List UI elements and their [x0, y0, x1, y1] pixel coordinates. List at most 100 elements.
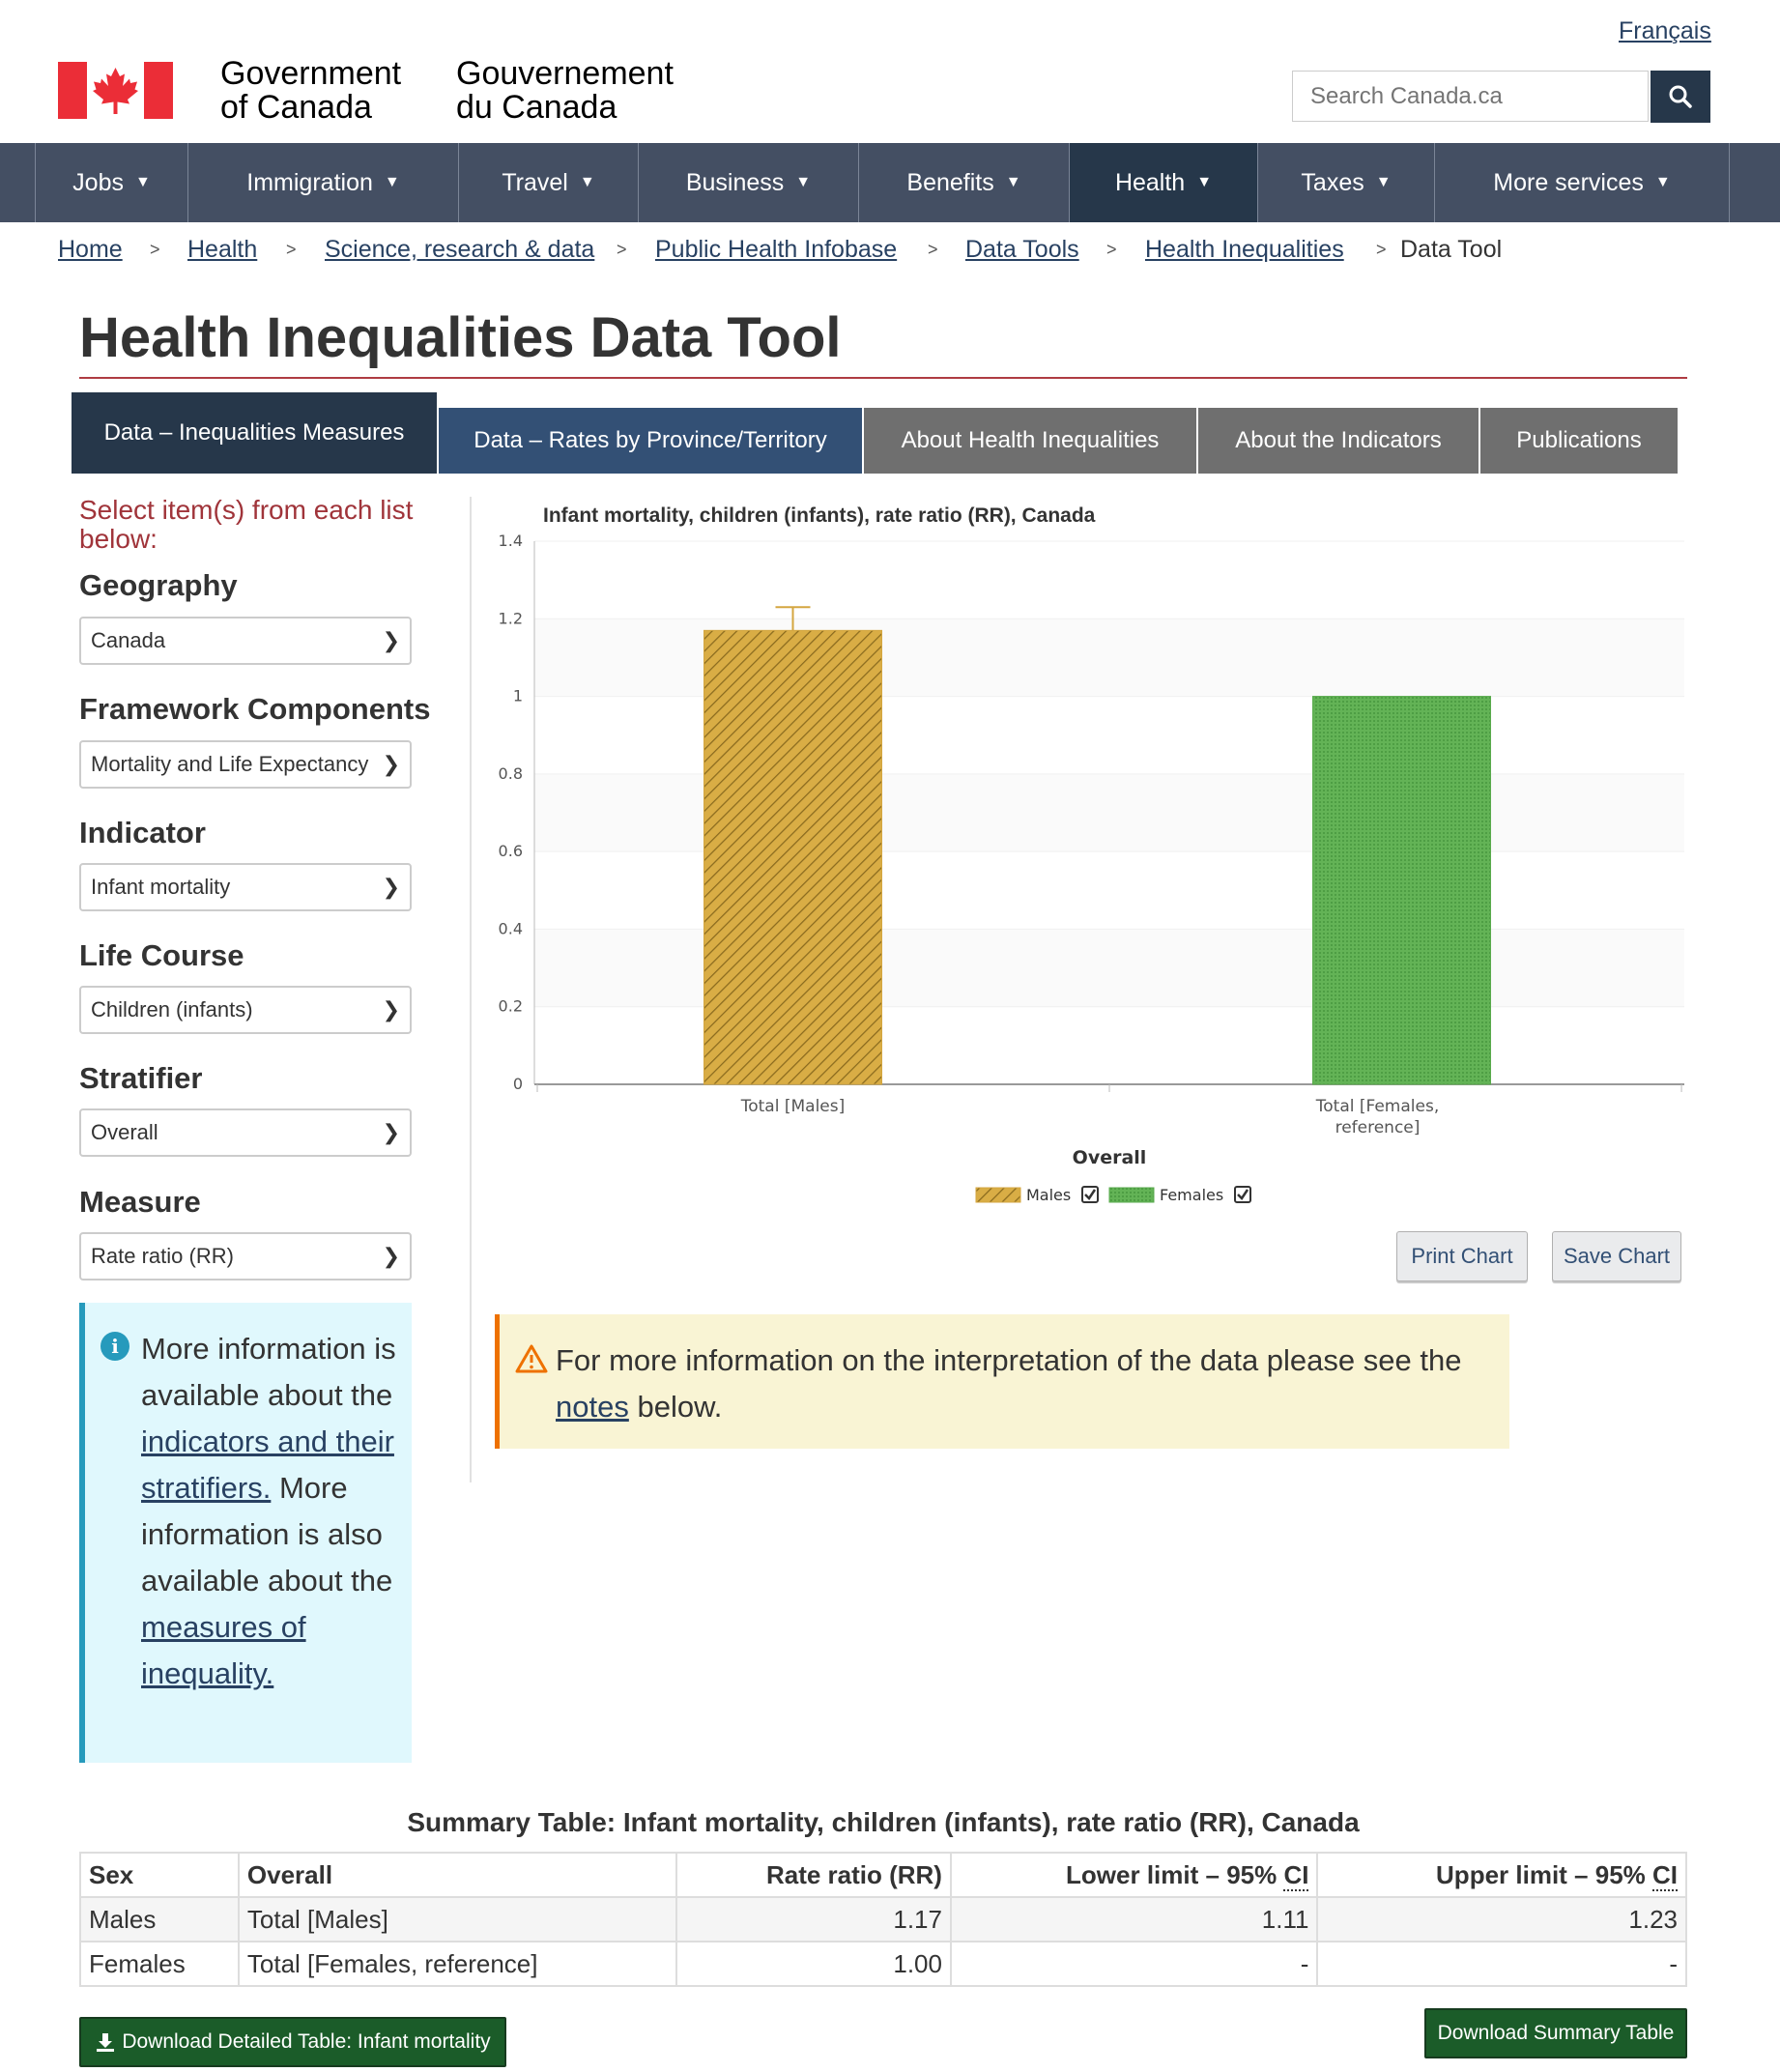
info-text-1: More information is available about the: [141, 1332, 396, 1412]
breadcrumb-separator: >: [928, 240, 938, 259]
canada-flag-icon: [58, 62, 173, 119]
table-caption: Summary Table: Infant mortality, childre…: [407, 1807, 1360, 1837]
table-cell: Total [Females, reference]: [237, 1941, 678, 1987]
summary-table: Sex Overall Rate ratio (RR) Lower limit …: [79, 1852, 1687, 1987]
select-value: Mortality and Life Expectancy: [91, 752, 369, 776]
download-summary-table-button[interactable]: Download Summary Table: [1424, 2008, 1687, 2058]
nav-item-label: Travel: [502, 168, 568, 196]
tab-label: Data – Rates by Province/Territory: [474, 427, 827, 453]
nav-item-more-services[interactable]: More services ▼: [1434, 143, 1730, 222]
bar-chart: Infant mortality, children (infants), ra…: [499, 504, 1684, 1204]
select-value: Children (infants): [91, 997, 253, 1022]
warning-text-after: below.: [637, 1390, 723, 1424]
measure-select[interactable]: Rate ratio (RR) ❯: [79, 1232, 412, 1281]
indicator-select[interactable]: Infant mortality ❯: [79, 863, 412, 911]
tab-rates-by-province[interactable]: Data – Rates by Province/Territory: [439, 408, 862, 474]
geography-select[interactable]: Canada ❯: [79, 617, 412, 665]
legend-label: Males: [1026, 1186, 1071, 1204]
chevron-down-icon: ▼: [579, 174, 595, 190]
fip-english-line-2: of Canada: [220, 89, 372, 126]
ci-abbreviation: CI: [1283, 1859, 1309, 1891]
chevron-down-icon: ❯: [382, 1120, 400, 1144]
table-cell: -: [949, 1941, 1319, 1987]
life-course-label: Life Course: [79, 938, 244, 972]
nav-item-benefits[interactable]: Benefits ▼: [858, 143, 1069, 222]
check-icon: [1237, 1189, 1249, 1200]
table-cell: 1.00: [675, 1941, 952, 1987]
life-course-select[interactable]: Children (infants) ❯: [79, 986, 412, 1034]
save-chart-button[interactable]: Save Chart: [1552, 1231, 1681, 1281]
chevron-down-icon: ❯: [382, 752, 400, 776]
button-label: Print Chart: [1411, 1244, 1513, 1268]
nav-item-jobs[interactable]: Jobs ▼: [35, 143, 187, 222]
download-detailed-table-button[interactable]: Download Detailed Table: Infant mortalit…: [79, 2017, 506, 2067]
chevron-down-icon: ▼: [384, 174, 400, 190]
framework-components-select[interactable]: Mortality and Life Expectancy ❯: [79, 740, 412, 789]
tab-about-indicators[interactable]: About the Indicators: [1198, 408, 1479, 474]
nav-item-travel[interactable]: Travel ▼: [458, 143, 638, 222]
tab-label: Publications: [1516, 427, 1642, 453]
language-toggle-link[interactable]: Français: [1619, 17, 1711, 44]
tab-inequalities-measures[interactable]: Data – Inequalities Measures: [72, 392, 437, 474]
breadcrumb-separator: >: [286, 240, 297, 259]
button-label: Download Detailed Table: Infant mortalit…: [122, 2030, 491, 2053]
tab-about-health-inequalities[interactable]: About Health Inequalities: [864, 408, 1196, 474]
select-value: Rate ratio (RR): [91, 1244, 234, 1268]
table-cell: -: [1316, 1941, 1687, 1987]
warning-text: For more information on the interpretati…: [556, 1338, 1483, 1430]
x-tick-label: Total [Males]: [740, 1097, 846, 1116]
search-input[interactable]: [1292, 71, 1649, 122]
nav-item-label: Business: [685, 168, 785, 196]
chevron-down-icon: ▼: [1654, 174, 1671, 190]
breadcrumb-separator: >: [1376, 240, 1387, 259]
select-value: Overall: [91, 1120, 158, 1144]
search-button[interactable]: [1651, 71, 1710, 123]
table-row: Males Total [Males] 1.17 1.11 1.23: [79, 1896, 1687, 1942]
indicator-label: Indicator: [79, 816, 206, 849]
warning-callout: [495, 1314, 1509, 1449]
stratifier-label: Stratifier: [79, 1061, 203, 1095]
x-axis-label: Overall: [1073, 1147, 1147, 1168]
legend-swatch-males: [975, 1187, 1021, 1203]
breadcrumb-health[interactable]: Health: [187, 236, 258, 263]
table-cell: 1.11: [949, 1896, 1319, 1942]
x-tick-label: reference]: [1335, 1118, 1421, 1137]
table-cell: Total [Males]: [237, 1896, 678, 1942]
nav-item-health[interactable]: Health ▼: [1069, 143, 1257, 222]
x-tick-label: Total [Females,: [1315, 1097, 1439, 1116]
download-icon: [97, 2033, 115, 2052]
search-icon: [1669, 85, 1692, 108]
nav-item-business[interactable]: Business ▼: [638, 143, 858, 222]
legend-checkbox: [1081, 1186, 1099, 1203]
breadcrumb-public-health-infobase[interactable]: Public Health Infobase: [655, 236, 898, 263]
info-icon: i: [100, 1332, 129, 1361]
table-cell: Females: [79, 1941, 240, 1987]
indicators-stratifiers-link[interactable]: indicators and their stratifiers.: [141, 1424, 394, 1505]
breadcrumb-home[interactable]: Home: [58, 236, 123, 263]
fip-french-line-1: Gouvernement: [456, 55, 674, 92]
breadcrumb-data-tools[interactable]: Data Tools: [965, 236, 1079, 263]
breadcrumb-health-inequalities[interactable]: Health Inequalities: [1145, 236, 1344, 263]
table-header-row: Sex Overall Rate ratio (RR) Lower limit …: [79, 1852, 1687, 1898]
chevron-down-icon: ▼: [795, 174, 812, 190]
button-label: Save Chart: [1563, 1244, 1671, 1268]
stratifier-select[interactable]: Overall ❯: [79, 1108, 412, 1157]
notes-link[interactable]: notes: [556, 1390, 629, 1424]
tab-publications[interactable]: Publications: [1480, 408, 1678, 474]
warning-icon: [515, 1344, 548, 1373]
column-header-lower-limit: Lower limit – 95% CI: [949, 1852, 1319, 1898]
breadcrumb-separator: >: [1106, 240, 1117, 259]
breadcrumb-science-research-data[interactable]: Science, research & data: [325, 236, 595, 263]
info-callout: [79, 1303, 412, 1763]
column-divider: [470, 497, 472, 1482]
legend-checkbox: [1234, 1186, 1251, 1203]
nav-item-taxes[interactable]: Taxes ▼: [1257, 143, 1434, 222]
chevron-down-icon: ❯: [382, 997, 400, 1022]
measures-of-inequality-link[interactable]: measures of inequality.: [141, 1610, 306, 1690]
legend-swatch-females: [1108, 1187, 1155, 1203]
measure-label: Measure: [79, 1185, 201, 1219]
chevron-down-icon: ▼: [134, 174, 151, 190]
nav-item-immigration[interactable]: Immigration ▼: [187, 143, 458, 222]
breadcrumb-separator: >: [150, 240, 160, 259]
print-chart-button[interactable]: Print Chart: [1396, 1231, 1528, 1281]
